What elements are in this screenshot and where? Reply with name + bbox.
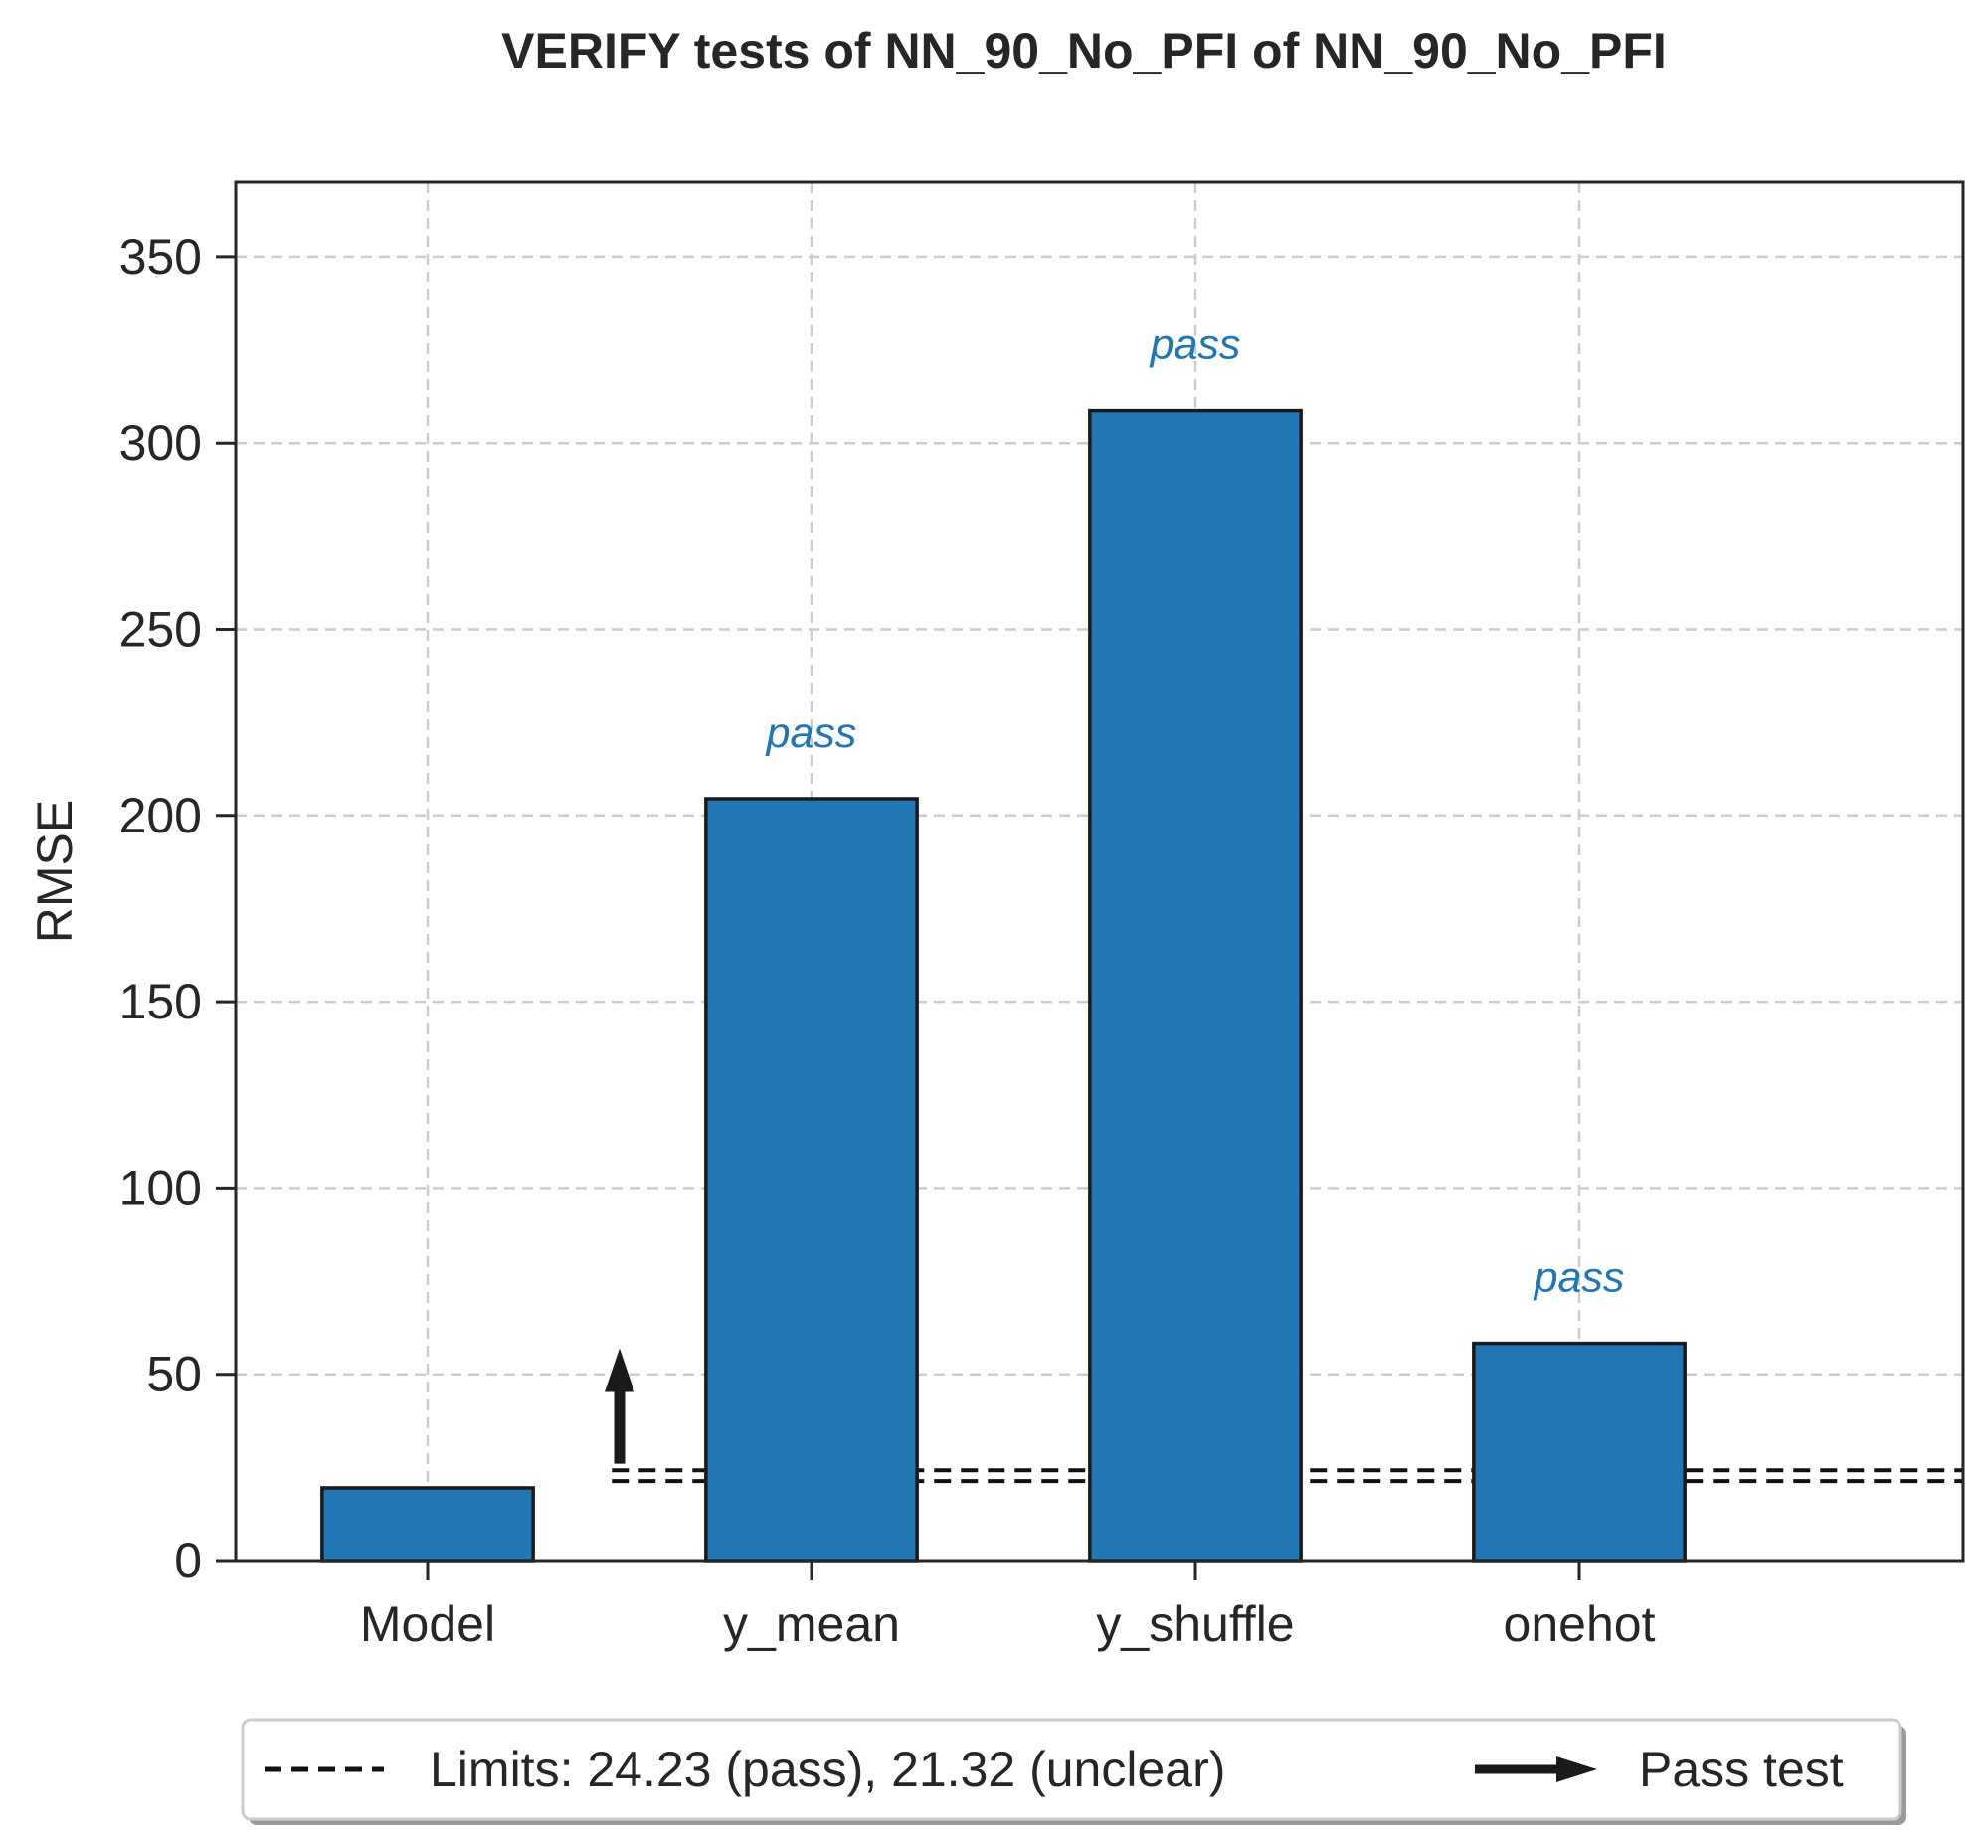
legend-box	[241, 1718, 1902, 1821]
pass-arrow-head-icon	[605, 1348, 634, 1392]
x-axis: Model y_mean y_shuffle onehot	[360, 1561, 1656, 1652]
x-tick-label: Model	[360, 1596, 495, 1652]
y-tick-label: 50	[146, 1347, 202, 1402]
y-axis-label: RMSE	[27, 800, 83, 943]
x-tick-label: onehot	[1504, 1596, 1656, 1652]
x-tick-label: y_mean	[723, 1596, 900, 1652]
bar-model	[320, 1486, 535, 1563]
bars-layer	[320, 408, 1687, 1563]
bar-onehot	[1472, 1341, 1687, 1563]
plot-frame	[234, 180, 1965, 1563]
bar-y-shuffle	[1088, 408, 1303, 1563]
legend-limits-label: Limits: 24.23 (pass), 21.32 (unclear)	[430, 1742, 1225, 1797]
bar-y-mean	[704, 797, 919, 1563]
legend: Limits: 24.23 (pass), 21.32 (unclear) Pa…	[241, 1718, 1906, 1825]
bar-label: pass	[765, 709, 857, 757]
legend-pass-test-label: Pass test	[1639, 1742, 1844, 1797]
y-tick-label: 250	[119, 602, 202, 657]
x-tick-label: y_shuffle	[1096, 1596, 1294, 1652]
y-tick-label: 200	[119, 788, 202, 843]
y-tick-label: 300	[119, 415, 202, 470]
y-tick-label: 150	[119, 974, 202, 1029]
y-axis: 0 50 100 150 200 250 300 350	[119, 229, 236, 1588]
bar-labels-layer: pass pass pass	[765, 321, 1625, 1302]
y-tick-label: 100	[119, 1160, 202, 1215]
y-tick-label: 350	[119, 229, 202, 284]
bar-label: pass	[1149, 321, 1241, 369]
y-tick-label: 0	[174, 1533, 202, 1588]
chart-title: VERIFY tests of NN_90_No_PFI of NN_90_No…	[501, 23, 1667, 79]
bar-label: pass	[1533, 1254, 1625, 1302]
pass-arrow-layer	[605, 1348, 634, 1464]
legend-arrow-icon	[1475, 1756, 1597, 1782]
